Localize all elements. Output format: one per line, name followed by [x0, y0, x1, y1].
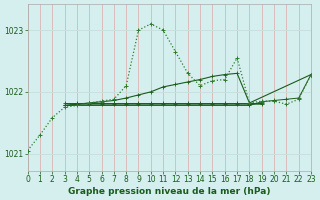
- X-axis label: Graphe pression niveau de la mer (hPa): Graphe pression niveau de la mer (hPa): [68, 187, 270, 196]
